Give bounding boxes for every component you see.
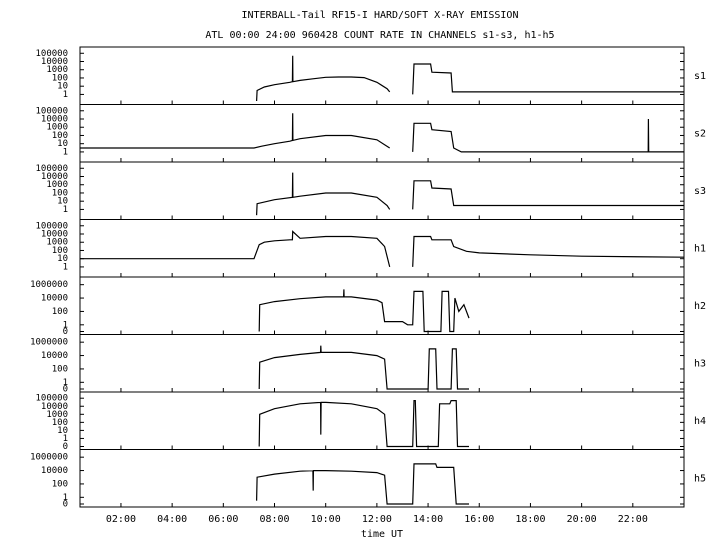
panel-name: h1 xyxy=(694,243,706,254)
x-tick-label: 06:00 xyxy=(208,514,238,525)
panel-frame xyxy=(79,219,685,278)
x-tick-label: 22:00 xyxy=(618,514,648,525)
y-tick-label: 100000 xyxy=(35,106,68,116)
y-tick-label: 10 xyxy=(57,82,68,92)
x-tick-label: 10:00 xyxy=(311,514,341,525)
x-tick-label: 04:00 xyxy=(157,514,187,525)
y-tick-label: 10 xyxy=(57,426,68,436)
y-tick-label: 10000 xyxy=(41,402,68,412)
data-line xyxy=(258,400,469,448)
panel-frame xyxy=(79,104,685,163)
y-tick-label: 1000 xyxy=(46,238,68,248)
data-line xyxy=(80,230,685,268)
chart-title: INTERBALL-Tail RF15-I HARD/SOFT X-RAY EM… xyxy=(242,10,519,21)
x-tick-label: 16:00 xyxy=(464,514,494,525)
x-tick-label: 20:00 xyxy=(567,514,597,525)
y-tick-label: 100 xyxy=(52,246,68,256)
y-tick-label: 1 xyxy=(63,205,68,215)
panel-frame xyxy=(79,391,685,450)
data-line xyxy=(256,55,684,102)
panel-frame xyxy=(79,334,685,393)
y-tick-label: 1000000 xyxy=(30,338,68,348)
y-tick-label: 1000000 xyxy=(30,453,68,463)
y-tick-label: 10000 xyxy=(41,351,68,361)
y-tick-label: 0 xyxy=(63,385,68,395)
y-tick-label: 1 xyxy=(63,434,68,444)
y-tick-label: 100 xyxy=(52,479,68,489)
y-tick-label: 10000 xyxy=(41,466,68,476)
panel-name: h2 xyxy=(694,301,706,312)
y-tick-label: 1 xyxy=(63,147,68,157)
x-axis-label: time UT xyxy=(361,529,403,540)
panel-name: s3 xyxy=(694,186,706,197)
y-tick-label: 10 xyxy=(57,197,68,207)
panel-name: h3 xyxy=(694,358,706,369)
y-tick-label: 1 xyxy=(63,320,68,330)
y-tick-label: 10000 xyxy=(41,172,68,182)
panel-frame xyxy=(79,161,685,220)
y-tick-label: 1 xyxy=(63,90,68,100)
y-tick-label: 100000 xyxy=(35,221,68,231)
y-tick-label: 1000 xyxy=(46,65,68,75)
panel-name: h5 xyxy=(694,473,706,484)
y-tick-label: 1000000 xyxy=(30,280,68,290)
x-tick-label: 02:00 xyxy=(106,514,136,525)
y-tick-label: 100 xyxy=(52,188,68,198)
y-tick-label: 10000 xyxy=(41,294,68,304)
y-tick-label: 1 xyxy=(63,378,68,388)
data-line xyxy=(256,463,469,505)
panel-name: s2 xyxy=(694,128,706,139)
y-tick-label: 100000 xyxy=(35,49,68,59)
y-tick-label: 1000 xyxy=(46,123,68,133)
y-tick-label: 100 xyxy=(52,73,68,83)
y-tick-label: 1 xyxy=(63,262,68,272)
panel-name: s1 xyxy=(694,71,706,82)
y-tick-label: 1000 xyxy=(46,410,68,420)
y-tick-label: 10000 xyxy=(41,57,68,67)
data-line xyxy=(80,113,684,153)
data-line xyxy=(256,172,684,216)
x-tick-label: 12:00 xyxy=(362,514,392,525)
y-tick-label: 10000 xyxy=(41,230,68,240)
chart-subtitle: ATL 00:00 24:00 960428 COUNT RATE IN CHA… xyxy=(205,30,554,41)
y-tick-label: 10 xyxy=(57,254,68,264)
x-tick-label: 08:00 xyxy=(259,514,289,525)
y-tick-label: 10 xyxy=(57,139,68,149)
y-tick-label: 0 xyxy=(63,327,68,337)
panel-name: h4 xyxy=(694,416,706,427)
y-tick-label: 0 xyxy=(63,500,68,510)
x-tick-label: 18:00 xyxy=(515,514,545,525)
data-line xyxy=(258,345,469,390)
y-tick-label: 1 xyxy=(63,493,68,503)
y-tick-label: 100 xyxy=(52,131,68,141)
y-tick-label: 100 xyxy=(52,364,68,374)
panel-frame xyxy=(79,449,685,508)
x-tick-label: 14:00 xyxy=(413,514,443,525)
y-tick-label: 1000 xyxy=(46,180,68,190)
data-line xyxy=(258,289,470,333)
y-tick-label: 100 xyxy=(52,307,68,317)
y-tick-label: 100 xyxy=(52,418,68,428)
y-tick-label: 0 xyxy=(63,442,68,452)
panel-frame xyxy=(79,46,685,105)
y-tick-label: 100000 xyxy=(35,164,68,174)
y-tick-label: 100000 xyxy=(35,394,68,404)
y-tick-label: 10000 xyxy=(41,115,68,125)
